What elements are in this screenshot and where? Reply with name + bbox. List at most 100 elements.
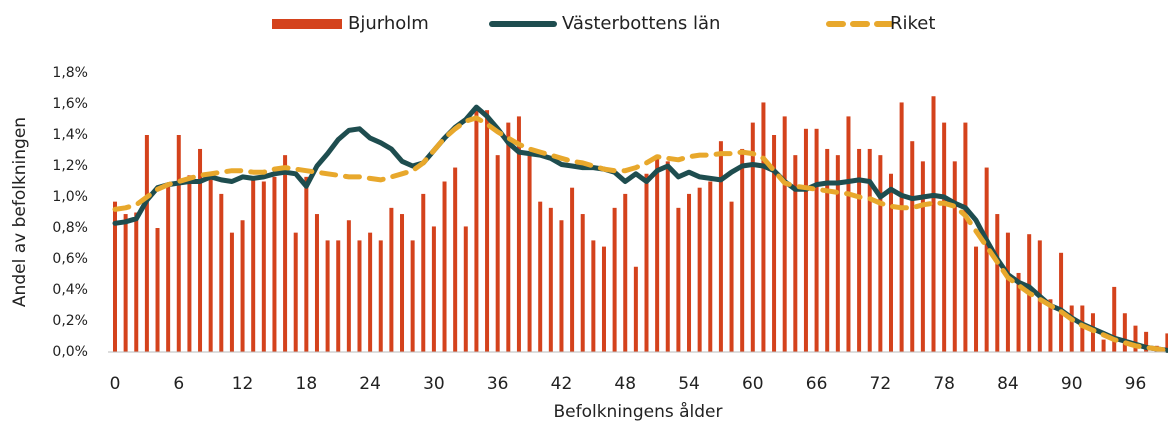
x-tick-label: 72	[870, 374, 892, 394]
legend-label: Bjurholm	[348, 13, 429, 34]
y-tick-label: 1,0%	[52, 189, 88, 205]
bar	[1059, 252, 1064, 352]
bar	[378, 240, 383, 352]
bar	[187, 175, 192, 352]
bar	[974, 246, 979, 352]
bar	[1122, 313, 1127, 352]
x-tick-label: 54	[678, 374, 700, 394]
x-tick-label: 48	[614, 374, 636, 394]
bar	[113, 201, 117, 352]
bar	[144, 135, 149, 352]
bar	[1165, 333, 1168, 352]
bar	[485, 110, 490, 352]
x-tick-label: 42	[551, 374, 573, 394]
y-tick-label: 1,6%	[52, 96, 88, 112]
bar	[825, 148, 830, 352]
y-tick-label: 1,2%	[52, 158, 88, 174]
bar	[1112, 286, 1117, 352]
bar	[261, 181, 266, 352]
bar	[570, 187, 575, 352]
bar	[400, 214, 405, 352]
bar	[240, 220, 245, 352]
y-axis-title: Andel av befolkningen	[10, 117, 30, 307]
bar	[229, 232, 234, 352]
bar	[942, 122, 947, 352]
bar	[176, 135, 181, 352]
legend-label: Västerbottens län	[562, 13, 720, 34]
bar	[995, 214, 1000, 352]
bar	[708, 181, 713, 352]
bar	[888, 173, 893, 352]
bar	[283, 155, 288, 352]
x-tick-label: 78	[933, 374, 955, 394]
bar	[761, 102, 766, 352]
x-axis-title: Befolkningens ålder	[553, 401, 722, 422]
bar	[952, 161, 957, 352]
bar	[123, 214, 128, 352]
bar	[633, 266, 638, 352]
bar	[612, 207, 617, 352]
bar	[814, 128, 819, 352]
bar	[208, 173, 213, 352]
bar	[920, 161, 925, 352]
bar	[527, 155, 532, 352]
bar	[687, 193, 692, 352]
bar	[623, 193, 628, 352]
bar	[1144, 331, 1149, 352]
bar	[410, 240, 415, 352]
bar	[1069, 305, 1074, 352]
x-tick-label: 6	[173, 374, 184, 394]
bar	[368, 232, 373, 352]
bar	[495, 155, 500, 352]
bar	[506, 122, 511, 352]
y-tick-label: 0,0%	[52, 344, 88, 360]
x-tick-label: 30	[423, 374, 445, 394]
bar	[293, 232, 298, 352]
bar	[325, 240, 330, 352]
bar	[559, 220, 564, 352]
bar	[431, 226, 436, 352]
bar	[931, 96, 936, 352]
bar	[782, 116, 787, 353]
y-tick-label: 1,8%	[52, 65, 88, 81]
bar	[846, 116, 851, 353]
bar	[538, 201, 543, 352]
x-tick-label: 12	[232, 374, 254, 394]
bar	[516, 116, 521, 353]
line	[112, 104, 1168, 353]
bar	[910, 141, 915, 352]
bar	[697, 187, 702, 352]
bar	[272, 176, 277, 352]
x-tick-label: 0	[110, 374, 121, 394]
bar	[453, 167, 458, 352]
bar	[1048, 299, 1053, 352]
legend-label: Riket	[890, 13, 935, 34]
bar	[676, 207, 681, 352]
x-tick-label: 84	[997, 374, 1019, 394]
bar	[835, 155, 840, 352]
bar	[474, 108, 479, 353]
bar	[346, 220, 351, 352]
bar	[548, 207, 553, 352]
bar	[1133, 325, 1138, 352]
x-tick-label: 66	[806, 374, 828, 394]
bar	[1005, 232, 1010, 352]
bar	[867, 148, 872, 352]
bar	[772, 135, 777, 352]
y-tick-label: 0,2%	[52, 313, 88, 329]
bar	[718, 141, 723, 352]
bar	[134, 212, 139, 352]
bar	[357, 240, 362, 352]
bar	[1080, 305, 1085, 352]
bar	[442, 181, 447, 352]
bar	[166, 184, 171, 352]
x-tick-label: 96	[1125, 374, 1147, 394]
bar	[1101, 339, 1106, 352]
bar	[803, 128, 808, 352]
bar	[655, 155, 660, 352]
bar	[665, 161, 670, 352]
bar	[750, 122, 755, 352]
bar	[963, 122, 968, 352]
bar	[336, 240, 341, 352]
